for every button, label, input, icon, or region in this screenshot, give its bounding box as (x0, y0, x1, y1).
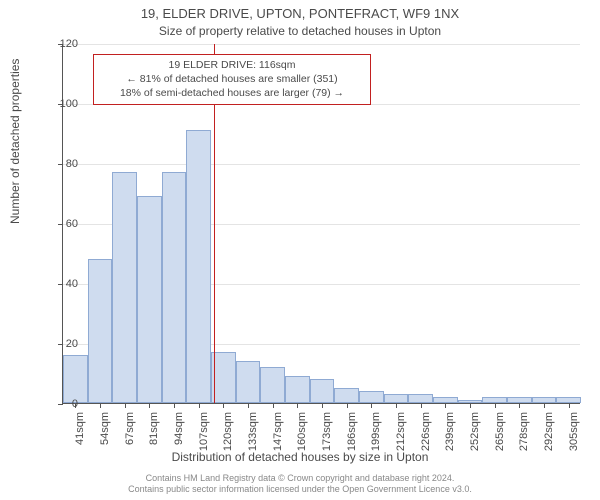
chart-title: 19, ELDER DRIVE, UPTON, PONTEFRACT, WF9 … (0, 6, 600, 21)
chart-subtitle: Size of property relative to detached ho… (0, 24, 600, 38)
x-tick-label: 94sqm (173, 412, 185, 452)
y-tick-label: 80 (48, 158, 78, 170)
x-tick-label: 147sqm (272, 412, 284, 452)
x-tick-label: 133sqm (247, 412, 259, 452)
histogram-bar (310, 379, 335, 403)
x-tick-mark (347, 403, 348, 408)
annotation-line2: ← 81% of detached houses are smaller (35… (100, 72, 364, 86)
histogram-bar (408, 394, 433, 403)
y-tick-label: 120 (48, 38, 78, 50)
x-tick-mark (100, 403, 101, 408)
x-tick-label: 265sqm (494, 412, 506, 452)
x-tick-mark (544, 403, 545, 408)
annotation-line1: 19 ELDER DRIVE: 116sqm (100, 58, 364, 72)
x-tick-label: 212sqm (395, 412, 407, 452)
y-tick-label: 20 (48, 338, 78, 350)
attribution-line2: Contains public sector information licen… (0, 484, 600, 496)
histogram-bar (359, 391, 384, 403)
plot-area: 19 ELDER DRIVE: 116sqm ← 81% of detached… (62, 44, 580, 404)
histogram-bar (236, 361, 261, 403)
histogram-bar (334, 388, 359, 403)
x-tick-label: 160sqm (296, 412, 308, 452)
x-tick-label: 107sqm (198, 412, 210, 452)
x-tick-label: 199sqm (370, 412, 382, 452)
x-tick-mark (371, 403, 372, 408)
x-axis-label: Distribution of detached houses by size … (0, 450, 600, 464)
x-tick-label: 41sqm (74, 412, 86, 452)
y-axis-label: Number of detached properties (8, 59, 22, 224)
x-tick-mark (322, 403, 323, 408)
x-tick-mark (174, 403, 175, 408)
histogram-bar (137, 196, 162, 403)
y-tick-label: 40 (48, 278, 78, 290)
x-tick-mark (248, 403, 249, 408)
gridline (63, 44, 580, 45)
x-tick-label: 186sqm (346, 412, 358, 452)
x-tick-mark (199, 403, 200, 408)
histogram-bar (162, 172, 187, 403)
x-tick-label: 305sqm (568, 412, 580, 452)
x-tick-mark (396, 403, 397, 408)
x-tick-label: 54sqm (99, 412, 111, 452)
histogram-bar (88, 259, 113, 403)
histogram-bar (186, 130, 211, 403)
y-tick-label: 0 (48, 398, 78, 410)
annotation-box: 19 ELDER DRIVE: 116sqm ← 81% of detached… (93, 54, 371, 105)
x-tick-label: 226sqm (420, 412, 432, 452)
x-tick-mark (297, 403, 298, 408)
x-tick-mark (495, 403, 496, 408)
x-tick-label: 173sqm (321, 412, 333, 452)
annotation-line3: 18% of semi-detached houses are larger (… (100, 86, 364, 100)
x-tick-mark (519, 403, 520, 408)
histogram-bar (112, 172, 137, 403)
histogram-bar (260, 367, 285, 403)
histogram-bar (384, 394, 409, 403)
x-tick-label: 120sqm (222, 412, 234, 452)
y-tick-label: 100 (48, 98, 78, 110)
x-tick-mark (445, 403, 446, 408)
x-tick-mark (125, 403, 126, 408)
attribution: Contains HM Land Registry data © Crown c… (0, 473, 600, 496)
x-tick-label: 278sqm (518, 412, 530, 452)
x-tick-label: 239sqm (444, 412, 456, 452)
x-tick-label: 292sqm (543, 412, 555, 452)
x-tick-mark (273, 403, 274, 408)
y-tick-label: 60 (48, 218, 78, 230)
chart-container: 19, ELDER DRIVE, UPTON, PONTEFRACT, WF9 … (0, 0, 600, 500)
x-tick-mark (223, 403, 224, 408)
x-tick-mark (470, 403, 471, 408)
histogram-bar (63, 355, 88, 403)
x-tick-mark (569, 403, 570, 408)
gridline (63, 164, 580, 165)
x-tick-mark (149, 403, 150, 408)
x-tick-label: 252sqm (469, 412, 481, 452)
histogram-bar (285, 376, 310, 403)
x-tick-mark (421, 403, 422, 408)
attribution-line1: Contains HM Land Registry data © Crown c… (0, 473, 600, 485)
x-tick-label: 67sqm (124, 412, 136, 452)
x-tick-label: 81sqm (148, 412, 160, 452)
